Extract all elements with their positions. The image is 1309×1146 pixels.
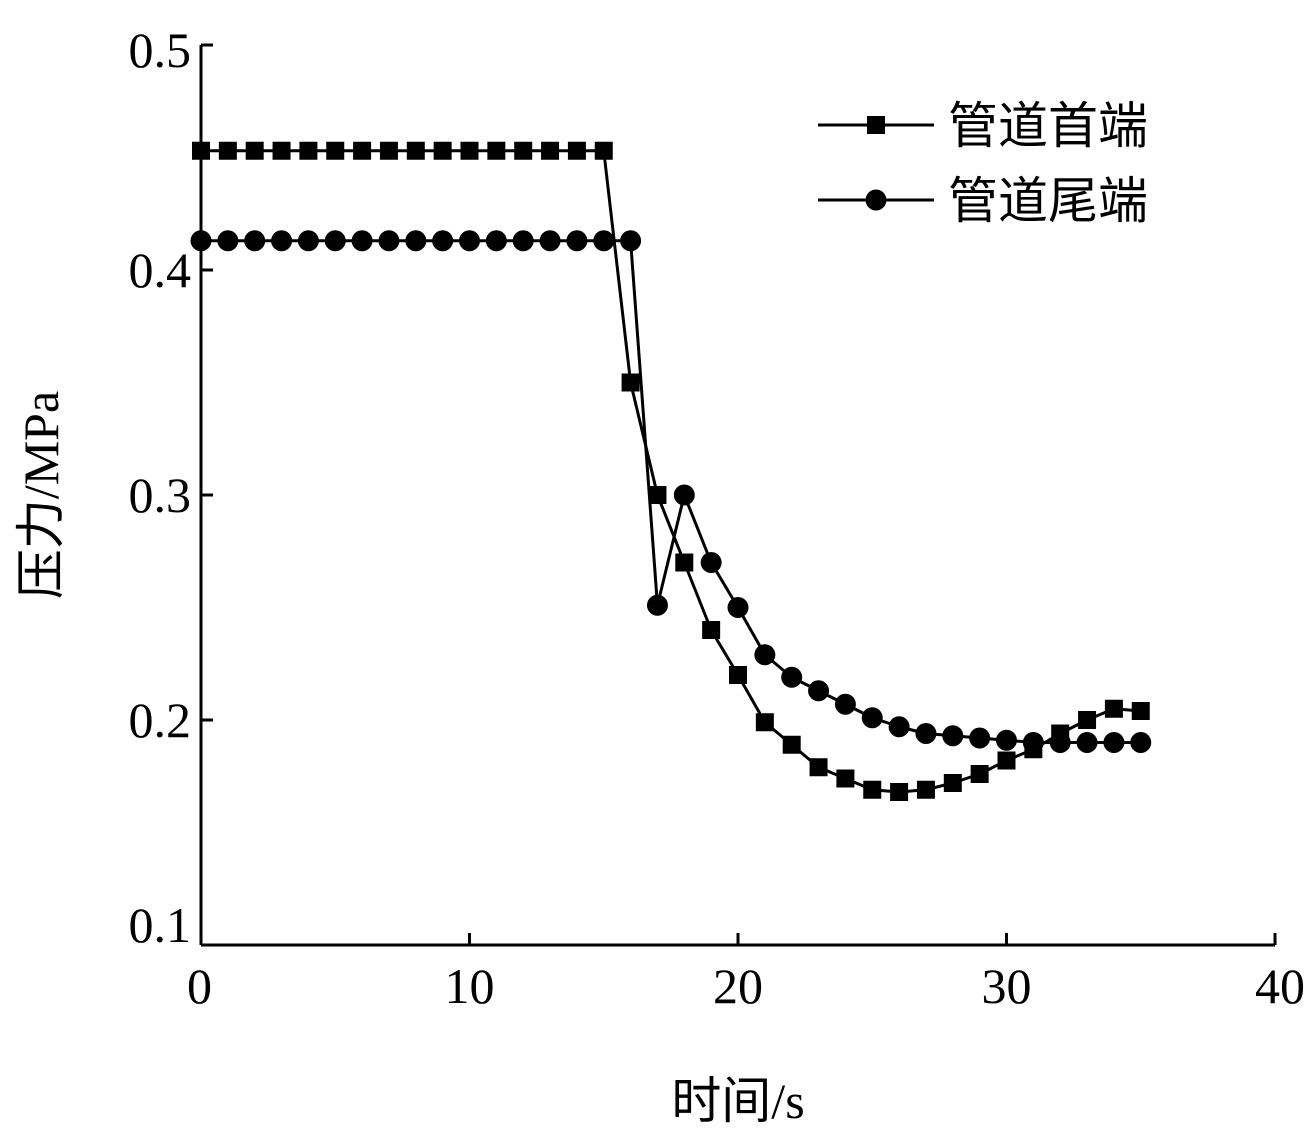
circle-marker (512, 230, 534, 252)
circle-marker (297, 230, 319, 252)
square-marker (863, 780, 882, 799)
x-tick-label: 30 (982, 958, 1032, 1014)
circle-marker (834, 693, 856, 715)
circle-marker (1022, 732, 1044, 753)
y-tick-label: 0.1 (129, 897, 192, 953)
circle-marker (244, 230, 266, 252)
circle-marker (700, 552, 722, 573)
square-marker (890, 783, 909, 801)
square-marker (836, 769, 855, 788)
circle-marker (217, 230, 239, 252)
square-marker (326, 141, 345, 160)
legend-item: 管道首端 (818, 98, 1148, 154)
circle-marker (190, 230, 212, 252)
circle-marker (459, 230, 480, 252)
square-marker (809, 758, 828, 777)
square-marker (433, 141, 452, 160)
square-marker (487, 141, 506, 160)
x-tick-label: 20 (713, 958, 763, 1014)
square-marker (1078, 711, 1097, 729)
circle-marker (539, 230, 561, 252)
square-marker (648, 486, 667, 504)
square-marker (1131, 702, 1150, 720)
square-marker (916, 780, 935, 799)
square-marker (997, 751, 1016, 770)
circle-marker (271, 230, 293, 252)
square-marker (970, 765, 989, 783)
square-marker (406, 141, 425, 160)
series-2 (190, 230, 1152, 753)
circle-marker (808, 680, 830, 702)
x-tick-label: 0 (187, 958, 212, 1014)
circle-marker (673, 484, 695, 506)
square-marker (675, 553, 694, 572)
square-marker (1104, 699, 1123, 718)
circle-marker (861, 707, 883, 729)
series (190, 141, 1152, 801)
circle-marker (754, 644, 776, 666)
circle-marker (566, 230, 588, 252)
circle-marker (727, 597, 749, 618)
y-tick-label: 0.2 (129, 692, 192, 748)
legend-square-marker (867, 116, 885, 134)
square-marker (702, 621, 721, 639)
square-marker (943, 774, 962, 792)
square-marker (379, 141, 398, 160)
legend-label: 管道尾端 (948, 173, 1148, 229)
square-marker (594, 141, 613, 160)
ticks: 0 10 20 30 40 0.1 0.2 0.3 0.4 0.5 (129, 22, 1306, 1014)
square-marker (514, 141, 533, 160)
y-tick-label: 0.5 (129, 22, 192, 78)
square-marker (567, 141, 586, 160)
circle-marker (969, 727, 991, 749)
square-marker (621, 373, 640, 392)
series-1 (192, 141, 1150, 801)
circle-marker (593, 230, 615, 252)
circle-marker (324, 230, 346, 252)
square-marker (755, 713, 774, 732)
circle-marker (646, 594, 668, 616)
square-marker (541, 141, 560, 160)
y-axis-title: 压力/MPa (13, 391, 69, 599)
y-tick-label: 0.3 (129, 467, 192, 523)
circle-marker (1103, 732, 1125, 753)
circle-marker (781, 666, 803, 688)
circle-marker (1130, 732, 1152, 753)
x-axis-title: 时间/s (671, 1073, 804, 1129)
legend-item: 管道尾端 (818, 173, 1148, 229)
square-marker (729, 666, 747, 684)
circle-marker (351, 230, 373, 252)
legend-circle-marker (865, 189, 887, 211)
square-marker (353, 141, 372, 160)
square-marker (460, 141, 479, 160)
square-marker (192, 141, 210, 160)
circle-marker (996, 729, 1017, 751)
x-tick-label: 40 (1255, 958, 1305, 1014)
square-marker (218, 141, 237, 160)
circle-marker (1049, 732, 1071, 753)
circle-marker (888, 716, 910, 738)
circle-marker (378, 230, 400, 252)
circle-marker (620, 230, 642, 252)
legend-label: 管道首端 (948, 98, 1148, 154)
square-marker (245, 141, 264, 160)
circle-marker (405, 230, 427, 252)
circle-marker (485, 230, 507, 252)
circle-marker (942, 725, 964, 747)
x-tick-label: 10 (445, 958, 495, 1014)
circle-marker (915, 723, 937, 744)
circle-marker (432, 230, 454, 252)
square-marker (272, 141, 291, 160)
square-marker (782, 735, 801, 754)
square-marker (299, 141, 318, 160)
y-tick-label: 0.4 (129, 242, 192, 298)
series-line (201, 239, 1141, 744)
circle-marker (1076, 732, 1098, 753)
